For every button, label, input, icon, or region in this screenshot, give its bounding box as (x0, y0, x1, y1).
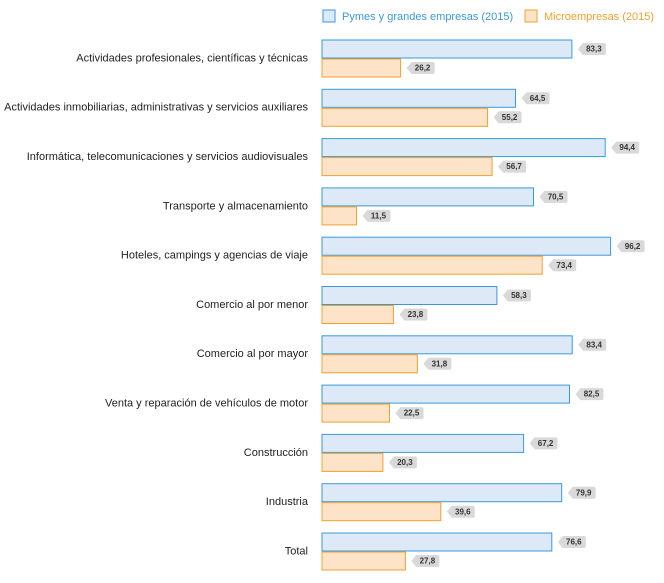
value-label: 11,5 (371, 212, 387, 221)
value-label: 31,8 (432, 359, 448, 368)
category-label: Transporte y almacenamiento (163, 200, 308, 212)
bar (321, 452, 384, 472)
category-label: Actividades inmobiliarias, administrativ… (4, 102, 308, 114)
value-label: 26,2 (415, 64, 431, 73)
category-label: Hoteles, campings y agencias de viaje (121, 250, 308, 262)
bar (321, 384, 570, 404)
value-label: 64,5 (530, 94, 546, 103)
category-label: Venta y reparación de vehículos de motor (105, 398, 308, 410)
bar (321, 433, 525, 453)
bar (321, 206, 357, 226)
category-label: Informática, telecomunicaciones y servic… (27, 151, 309, 163)
value-label: 23,8 (408, 310, 424, 319)
value-label-tag (575, 388, 604, 401)
category-label: Industria (266, 496, 309, 508)
value-label-tag (539, 190, 568, 203)
bar (321, 236, 612, 256)
category-label: Actividades profesionales, científicas y… (76, 52, 308, 64)
value-label-tag (521, 92, 550, 105)
bar (321, 354, 418, 374)
value-label: 73,4 (556, 261, 572, 270)
value-label-tag (423, 357, 452, 370)
bar (321, 88, 516, 108)
bar (321, 286, 498, 305)
legend-label: Pymes y grandes empresas (2015) (342, 11, 513, 23)
value-label-tag (406, 62, 435, 74)
category-label: Comercio al por mayor (197, 348, 309, 360)
value-label-tag (498, 160, 527, 173)
value-label: 94,4 (619, 143, 635, 152)
value-label: 20,3 (397, 458, 413, 467)
value-label: 70,5 (548, 193, 564, 202)
bar (321, 58, 402, 78)
legend-swatch (524, 9, 538, 23)
value-label: 27,8 (420, 557, 436, 566)
bar (321, 403, 390, 423)
value-label: 83,4 (586, 340, 602, 349)
bar (321, 39, 573, 59)
bar (321, 335, 573, 355)
value-label: 96,2 (625, 242, 641, 251)
bar (321, 305, 394, 324)
bar (321, 255, 543, 275)
value-label-tag (411, 555, 440, 567)
value-label-tag (577, 43, 606, 55)
value-label-tag (446, 505, 475, 518)
category-label: Comercio al por menor (196, 299, 308, 311)
bar (321, 138, 606, 158)
value-label: 82,5 (584, 390, 600, 399)
bar (321, 532, 553, 552)
category-label: Total (285, 545, 308, 557)
value-label-tag (395, 407, 424, 420)
value-label: 76,6 (566, 538, 582, 547)
bar (321, 187, 534, 207)
value-label-tag (502, 289, 531, 302)
value-label-tag (616, 240, 645, 253)
value-label-tag (399, 308, 428, 321)
value-label: 79,9 (576, 488, 592, 497)
value-label-tag (611, 141, 640, 154)
value-label: 39,6 (455, 507, 471, 516)
bar (321, 483, 563, 503)
value-label: 56,7 (506, 162, 522, 171)
value-label-tag (567, 486, 596, 499)
category-label: Construcción (244, 447, 308, 459)
bar (321, 157, 493, 177)
value-label-tag (548, 259, 577, 272)
bar (321, 107, 489, 127)
bar (321, 502, 442, 522)
legend-label: Microempresas (2015) (544, 11, 654, 23)
value-label: 58,3 (511, 291, 527, 300)
value-label-tag (493, 111, 522, 124)
value-label-tag (529, 437, 558, 450)
legend-swatch (322, 9, 336, 23)
value-label: 83,3 (586, 45, 602, 54)
value-label-tag (578, 338, 607, 351)
value-label: 22,5 (404, 409, 420, 418)
bar (321, 551, 406, 571)
value-label: 55,2 (502, 113, 518, 122)
value-label: 67,2 (538, 439, 554, 448)
value-label-tag (557, 536, 586, 548)
value-label-tag (388, 456, 417, 469)
value-label-tag (362, 209, 391, 222)
